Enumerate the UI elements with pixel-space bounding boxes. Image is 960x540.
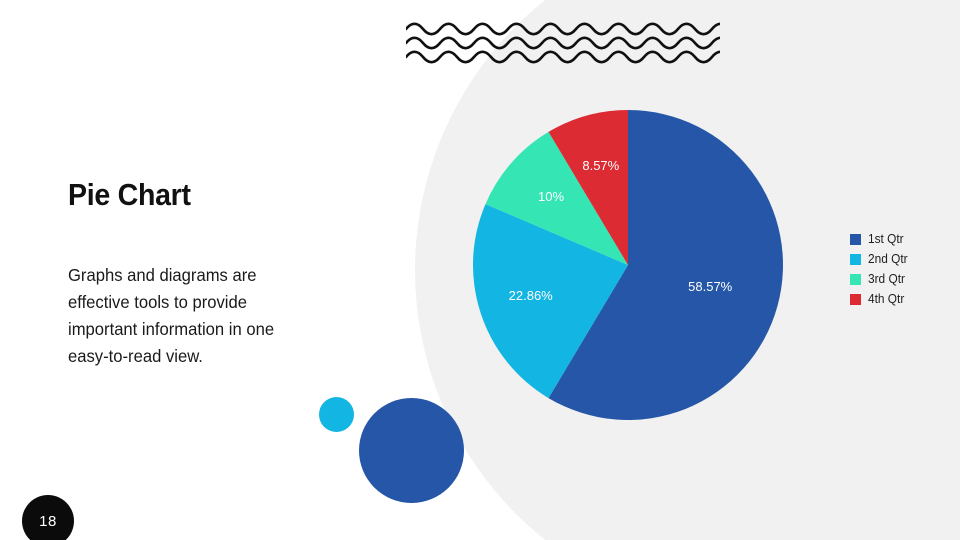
- legend-item-label: 4th Qtr: [868, 292, 905, 306]
- pie-slice-label: 22.86%: [509, 288, 554, 303]
- page-title: Pie Chart: [68, 177, 191, 212]
- legend-swatch-icon: [850, 273, 861, 285]
- chart-legend: 1st Qtr 2nd Qtr 3rd Qtr 4th Qtr: [850, 229, 950, 309]
- pie-slice-label: 10%: [538, 189, 564, 204]
- body-paragraph: Graphs and diagrams are effective tools …: [68, 262, 315, 371]
- legend-item-label: 2nd Qtr: [868, 252, 908, 266]
- decor-dot-large: [359, 398, 464, 503]
- pie-slice-label: 58.57%: [688, 279, 733, 294]
- decor-dot-small: [319, 397, 354, 432]
- pie-slice[interactable]: [473, 204, 628, 399]
- legend-item-2nd-qtr[interactable]: 2nd Qtr: [850, 249, 950, 269]
- legend-swatch-icon: [850, 253, 861, 265]
- pie-chart-svg: 58.57% 22.86% 10% 8.57%: [473, 110, 783, 420]
- pie-slice-label: 8.57%: [582, 158, 619, 173]
- pie-chart: 58.57% 22.86% 10% 8.57%: [473, 110, 783, 420]
- pie-slice-labels: 58.57% 22.86% 10% 8.57%: [509, 158, 733, 303]
- wavy-lines-icon: [406, 22, 720, 64]
- legend-swatch-icon: [850, 233, 861, 245]
- body-line: easy-to-read view.: [68, 346, 203, 367]
- legend-item-label: 3rd Qtr: [868, 272, 905, 286]
- pie-slice[interactable]: [548, 110, 783, 420]
- body-line: important information in one: [68, 319, 275, 340]
- legend-item-1st-qtr[interactable]: 1st Qtr: [850, 229, 950, 249]
- pie-slice[interactable]: [485, 131, 628, 265]
- body-line: Graphs and diagrams are: [68, 265, 257, 285]
- pie-slice[interactable]: [548, 110, 628, 265]
- pie-slices: [473, 110, 783, 420]
- legend-item-4th-qtr[interactable]: 4th Qtr: [850, 289, 950, 309]
- legend-swatch-icon: [850, 293, 861, 305]
- page-number-badge: 18: [22, 495, 74, 540]
- page-number-label: 18: [39, 512, 57, 530]
- legend-item-3rd-qtr[interactable]: 3rd Qtr: [850, 269, 950, 289]
- legend-item-label: 1st Qtr: [868, 232, 904, 246]
- body-line: effective tools to provide: [68, 292, 247, 313]
